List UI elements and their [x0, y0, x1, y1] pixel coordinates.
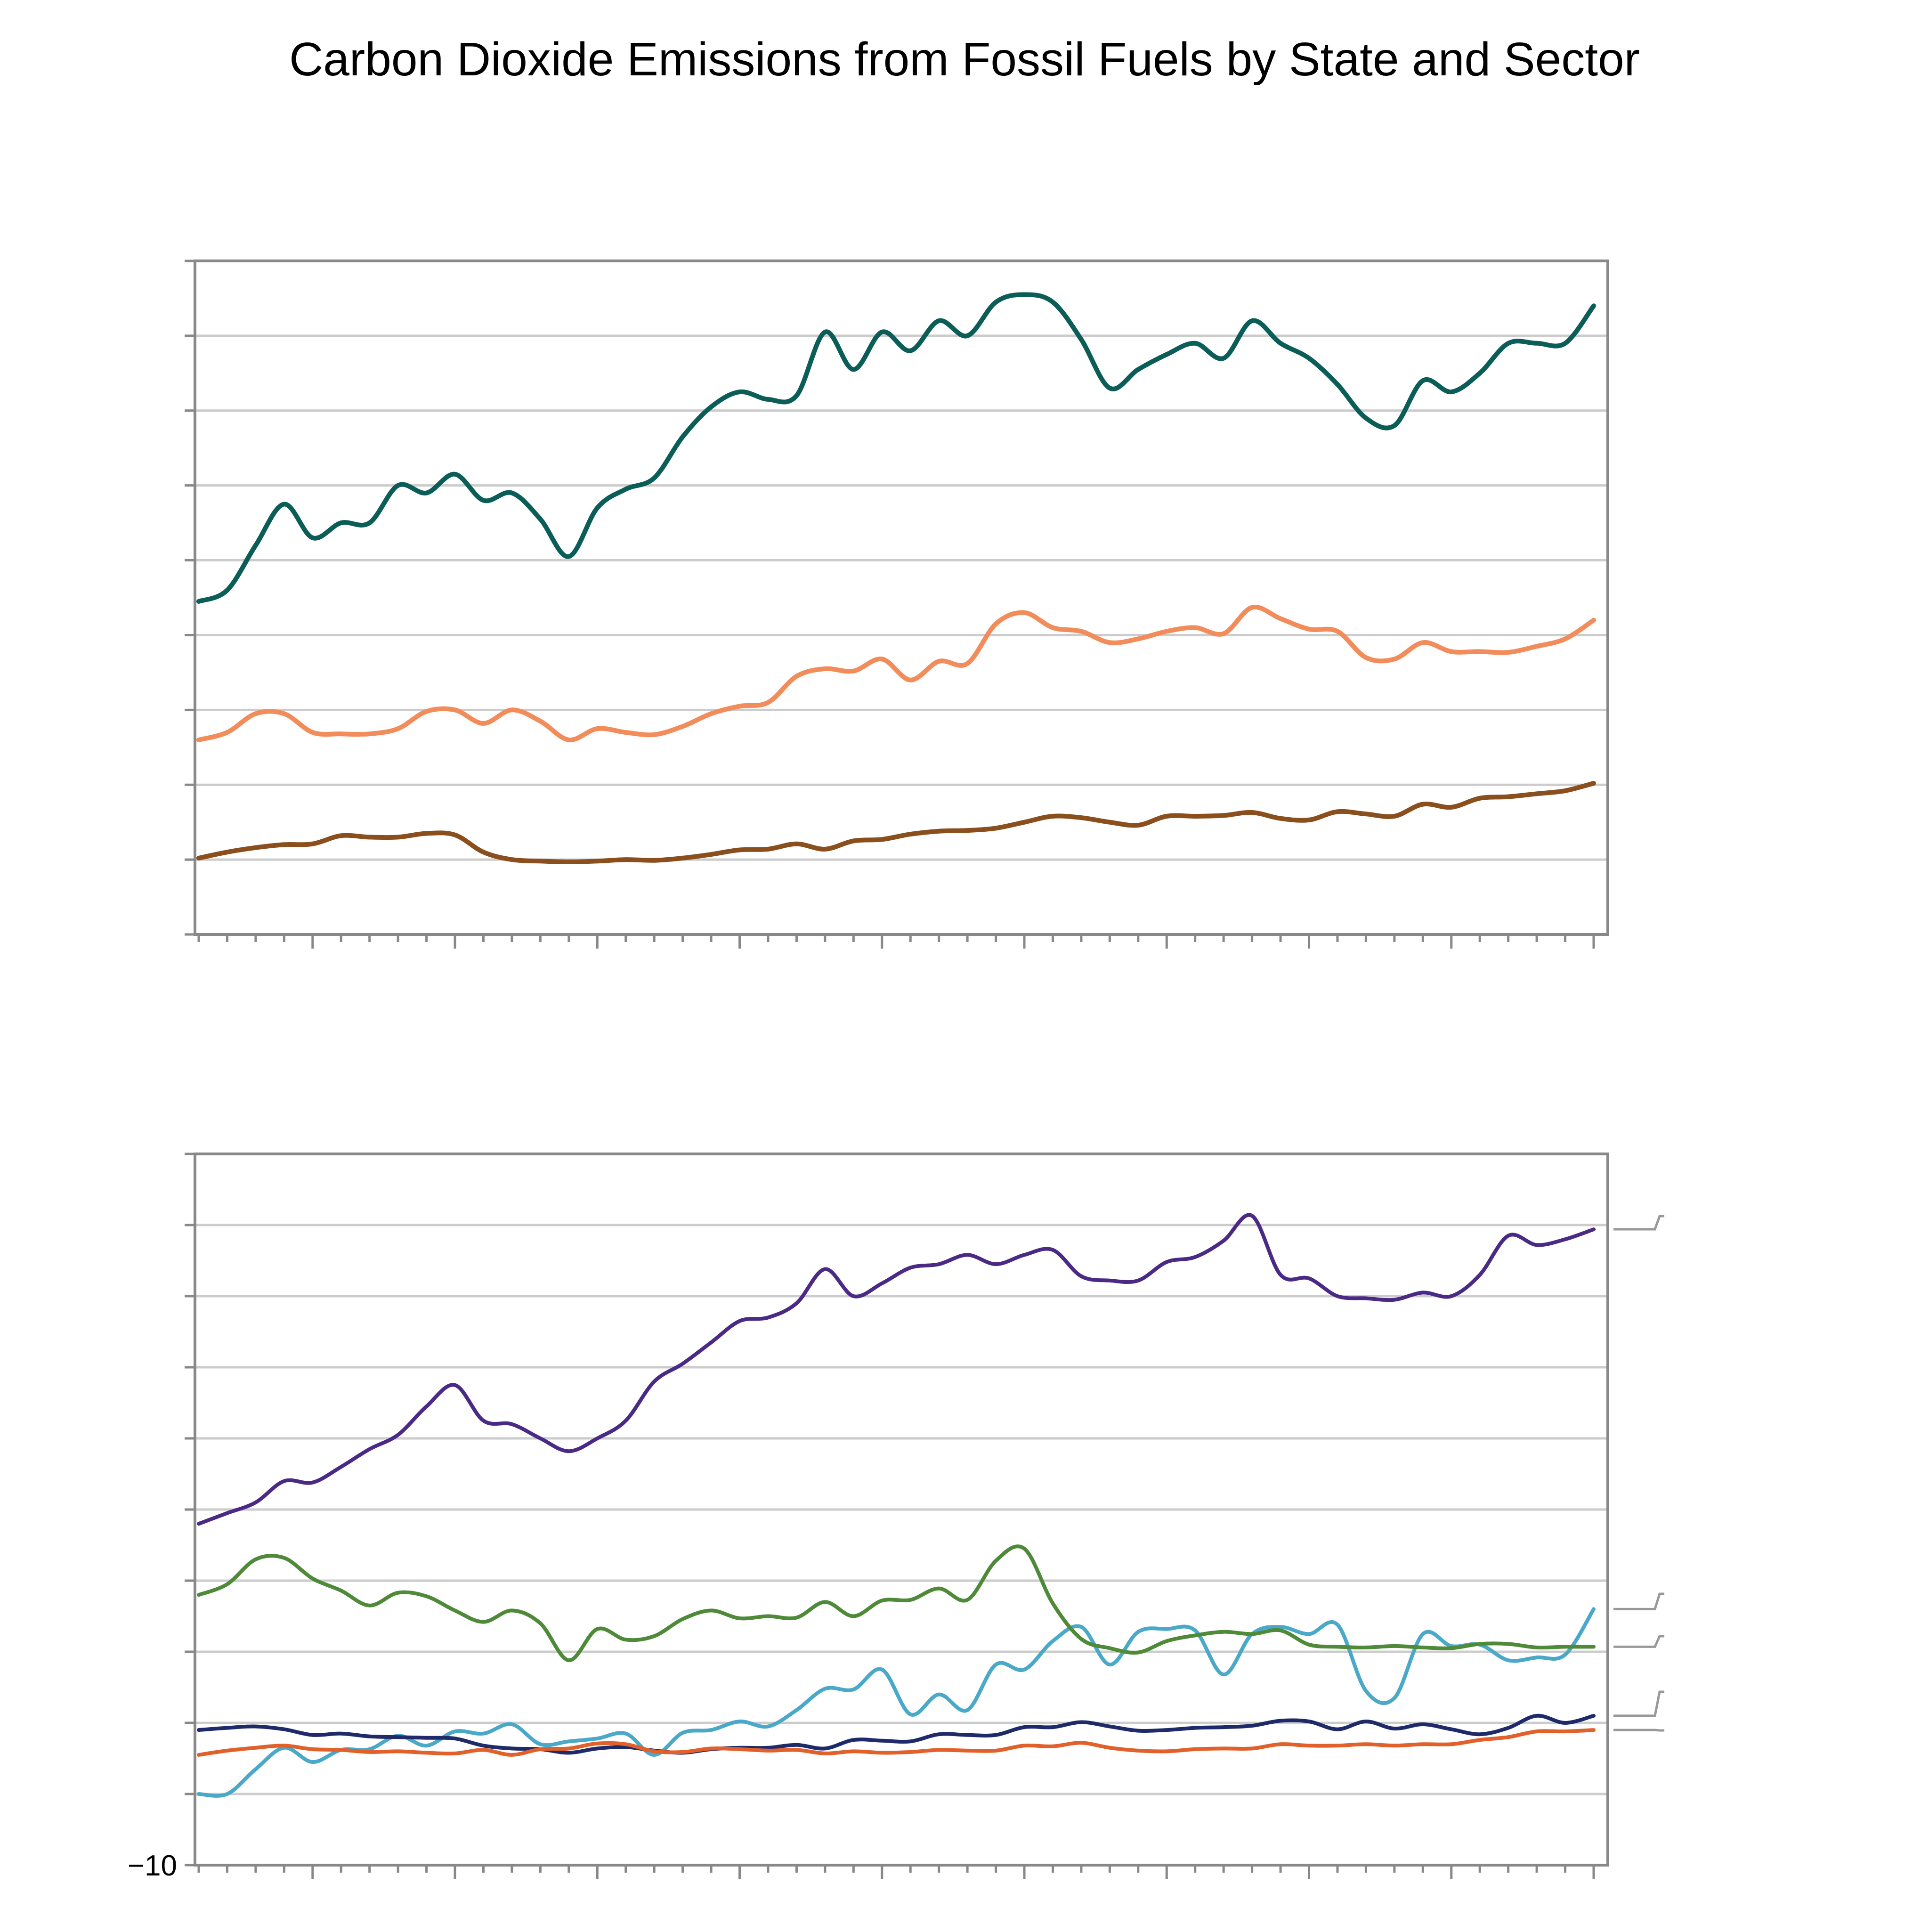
b-leader-line-industrial: [1613, 1635, 1664, 1648]
panel-b-sector-emissions: −10: [128, 1153, 1664, 1882]
b-series-line-industrial: [197, 1544, 1596, 1663]
panel-a-state-emissions: [185, 260, 1609, 949]
a-series-line-idaho: [196, 781, 1596, 864]
a-series-line-washington: [196, 292, 1596, 604]
figure-title: Carbon Dioxide Emissions from Fossil Fue…: [289, 33, 1640, 86]
a-plot-frame: [194, 260, 1609, 936]
b-series-line-commercial: [197, 1728, 1596, 1757]
b-series-line-electric-power: [197, 1607, 1596, 1798]
b-leader-line-transportation: [1613, 1215, 1664, 1231]
b-series-line-transportation: [197, 1213, 1596, 1526]
b-series-line-residential: [197, 1713, 1596, 1755]
b-leader-line-residential: [1613, 1690, 1664, 1717]
a-series-line-oregon: [196, 604, 1596, 742]
b-y-tick-label: −10: [128, 1850, 177, 1882]
b-leader-line-electric-power: [1613, 1592, 1664, 1610]
